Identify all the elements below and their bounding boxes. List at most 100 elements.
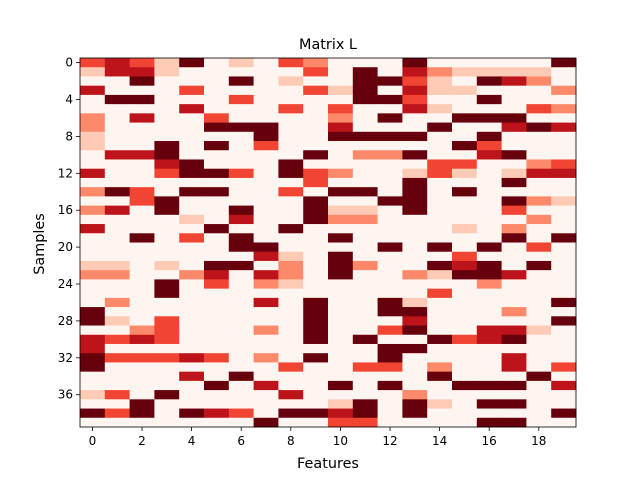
heatmap-cell bbox=[328, 307, 354, 317]
heatmap-cell bbox=[427, 307, 453, 317]
heatmap-cell bbox=[80, 260, 106, 271]
heatmap-cell bbox=[129, 297, 155, 308]
heatmap-cell bbox=[402, 399, 428, 409]
heatmap-cell bbox=[501, 168, 527, 179]
heatmap-cell bbox=[278, 297, 304, 308]
heatmap-cell bbox=[204, 408, 230, 419]
heatmap-cell bbox=[526, 122, 552, 133]
heatmap-cell bbox=[303, 67, 329, 77]
heatmap-cell bbox=[204, 214, 230, 225]
heatmap-cell bbox=[204, 224, 230, 234]
heatmap-cell bbox=[501, 150, 527, 160]
heatmap-cell bbox=[204, 58, 230, 68]
heatmap-cell bbox=[476, 214, 502, 225]
heatmap-cell bbox=[551, 94, 577, 105]
heatmap-cell bbox=[452, 288, 478, 299]
heatmap-cell bbox=[352, 251, 378, 262]
heatmap-cell bbox=[228, 288, 254, 299]
heatmap-cell bbox=[526, 417, 552, 428]
heatmap-cell bbox=[228, 325, 254, 336]
heatmap-cell bbox=[551, 242, 577, 253]
heatmap-cell bbox=[476, 297, 502, 308]
heatmap-cell bbox=[104, 168, 130, 179]
heatmap-cell bbox=[303, 353, 329, 363]
heatmap-cell bbox=[551, 380, 577, 391]
heatmap-cell bbox=[104, 58, 130, 68]
heatmap-cell bbox=[104, 159, 130, 170]
x-tick-label: 8 bbox=[287, 434, 295, 448]
heatmap-cell bbox=[501, 270, 527, 280]
heatmap-cell bbox=[476, 334, 502, 345]
heatmap-cell bbox=[253, 122, 279, 133]
heatmap-cell bbox=[402, 85, 428, 96]
heatmap-cell bbox=[278, 399, 304, 409]
heatmap-cell bbox=[204, 242, 230, 253]
heatmap-cell bbox=[352, 408, 378, 419]
heatmap-cell bbox=[253, 362, 279, 373]
heatmap-cell bbox=[328, 104, 354, 114]
heatmap-cell bbox=[204, 159, 230, 170]
heatmap-cell bbox=[80, 67, 106, 77]
heatmap-cell bbox=[427, 251, 453, 262]
y-tick-label: 36 bbox=[58, 388, 73, 402]
heatmap-cell bbox=[204, 362, 230, 373]
heatmap-cell bbox=[452, 104, 478, 114]
heatmap-cell bbox=[402, 122, 428, 133]
heatmap-cell bbox=[303, 177, 329, 188]
heatmap-cell bbox=[402, 251, 428, 262]
heatmap-cell bbox=[80, 131, 106, 142]
heatmap-cell bbox=[452, 390, 478, 400]
heatmap-cell bbox=[278, 224, 304, 234]
heatmap-cell bbox=[328, 141, 354, 151]
heatmap-cell bbox=[204, 334, 230, 345]
heatmap-cell bbox=[154, 325, 180, 336]
heatmap-cell bbox=[501, 343, 527, 354]
heatmap-cell bbox=[129, 85, 155, 96]
heatmap-cell bbox=[328, 343, 354, 354]
heatmap-cell bbox=[501, 67, 527, 77]
heatmap-cell bbox=[427, 85, 453, 96]
heatmap-cell bbox=[526, 390, 552, 400]
heatmap-cell bbox=[352, 399, 378, 409]
heatmap-cell bbox=[476, 362, 502, 373]
heatmap-cell bbox=[253, 205, 279, 216]
heatmap-cell bbox=[352, 297, 378, 308]
heatmap-cell bbox=[179, 297, 205, 308]
heatmap-cell bbox=[476, 233, 502, 243]
heatmap-cell bbox=[328, 131, 354, 142]
heatmap-cell bbox=[427, 380, 453, 391]
heatmap-cell bbox=[452, 214, 478, 225]
heatmap-cell bbox=[427, 122, 453, 133]
heatmap-cell bbox=[278, 288, 304, 299]
heatmap-cell bbox=[278, 159, 304, 170]
heatmap-cell bbox=[228, 399, 254, 409]
heatmap-cell bbox=[501, 85, 527, 96]
heatmap-cell bbox=[129, 316, 155, 326]
heatmap-cell bbox=[228, 122, 254, 133]
heatmap-cell bbox=[129, 279, 155, 290]
heatmap-cell bbox=[377, 141, 403, 151]
heatmap-cell bbox=[551, 104, 577, 114]
heatmap-cell bbox=[551, 279, 577, 290]
heatmap-cell bbox=[427, 270, 453, 280]
heatmap-cell bbox=[204, 325, 230, 336]
heatmap-cell bbox=[228, 362, 254, 373]
heatmap-cell bbox=[228, 85, 254, 96]
heatmap-cell bbox=[104, 214, 130, 225]
heatmap-cell bbox=[179, 307, 205, 317]
heatmap-cell bbox=[104, 408, 130, 419]
y-tick-label: 0 bbox=[65, 56, 73, 70]
heatmap-cell bbox=[402, 390, 428, 400]
heatmap-cell bbox=[228, 390, 254, 400]
heatmap-cell bbox=[204, 316, 230, 326]
heatmap-cell bbox=[377, 104, 403, 114]
heatmap-cell bbox=[278, 85, 304, 96]
heatmap-cell bbox=[253, 141, 279, 151]
heatmap-cell bbox=[80, 417, 106, 428]
heatmap-cell bbox=[104, 270, 130, 280]
heatmap-cell bbox=[452, 307, 478, 317]
heatmap-cell bbox=[452, 316, 478, 326]
heatmap-cell bbox=[228, 141, 254, 151]
heatmap-cell bbox=[303, 187, 329, 197]
heatmap-cell bbox=[352, 371, 378, 382]
